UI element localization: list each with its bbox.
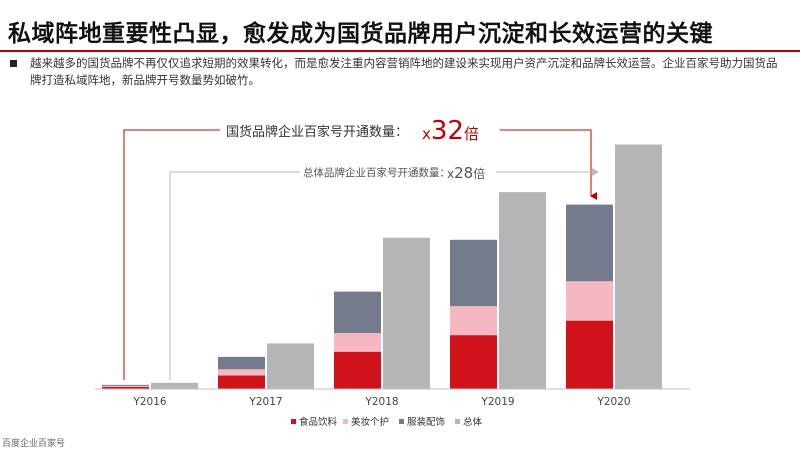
legend-label: 总体: [463, 416, 483, 428]
bar-Y2019-series-1: [450, 306, 497, 336]
bar-Y2018-series-1: [334, 333, 381, 352]
bar-Y2018-series-2: [334, 291, 381, 334]
bar-Y2016-total: [151, 382, 198, 389]
annotation-label-overall: 总体品牌企业百家号开通数量：: [303, 166, 450, 179]
title-divider: [0, 50, 800, 52]
legend-swatch: [343, 419, 348, 424]
bar-Y2020-series-2: [566, 204, 613, 282]
legend-label: 服装配饰: [407, 416, 445, 428]
bar-Y2019-total: [499, 192, 546, 389]
bar-Y2016-series-0: [102, 386, 149, 389]
bar-Y2018-series-0: [334, 351, 381, 389]
legend-label: 食品饮料: [299, 416, 338, 428]
bar-Y2017-series-0: [218, 375, 265, 389]
legend-label: 美妆个护: [351, 416, 389, 428]
annotation-arrow-domestic: [500, 129, 597, 200]
x-tick-label: Y2018: [364, 396, 398, 408]
annotation-line-overall: [169, 171, 300, 380]
bar-Y2017-total: [267, 343, 314, 389]
bar-Y2018-total: [383, 237, 430, 389]
page-title: 私域阵地重要性凸显，愈发成为国货品牌用户沉淀和长效运营的关键: [8, 21, 713, 47]
annotation-line-domestic: [123, 129, 220, 380]
bar-Y2020-series-0: [566, 320, 613, 389]
bar-Y2019-series-0: [450, 335, 497, 389]
annotation-label-domestic: 国货品牌企业百家号开通数量：: [226, 124, 408, 140]
legend-swatch: [455, 419, 460, 424]
annotation-multiplier-domestic: x32倍: [422, 116, 479, 146]
bar-Y2019-series-2: [450, 239, 497, 307]
bar-Y2016-series-2: [102, 384, 149, 386]
x-tick-label: Y2016: [132, 396, 166, 408]
bar-Y2017-series-2: [218, 356, 265, 370]
bar-Y2017-series-1: [218, 369, 265, 376]
bar-Y2020-total: [615, 144, 662, 389]
source-footnote: 百度企业百家号: [2, 439, 66, 449]
x-tick-label: Y2017: [248, 396, 282, 408]
legend-swatch: [291, 419, 296, 424]
annotation-multiplier-overall: x28倍: [447, 164, 485, 182]
bullet-square-icon: [10, 60, 17, 67]
bar-Y2016-series-1: [102, 385, 149, 387]
bar-Y2020-series-1: [566, 281, 613, 321]
summary-text: 越来越多的国货品牌不再仅仅追求短期的效果转化，而是愈发注重内容营销阵地的建设来实…: [30, 56, 778, 87]
x-tick-label: Y2020: [596, 396, 630, 408]
x-tick-label: Y2019: [480, 396, 514, 408]
legend-swatch: [399, 419, 404, 424]
